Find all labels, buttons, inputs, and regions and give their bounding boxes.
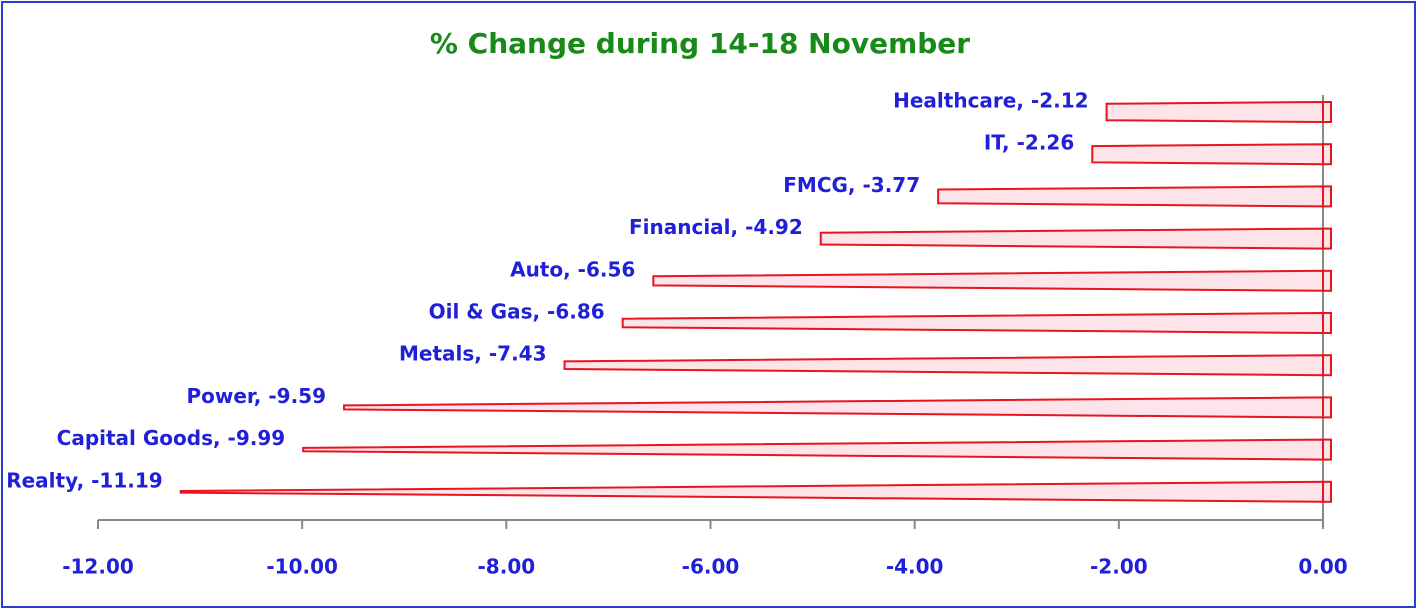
x-tick-label: -4.00 xyxy=(886,555,944,579)
bar: Healthcare xyxy=(1105,100,1324,124)
bar-cap xyxy=(1322,227,1332,250)
data-label: Financial, -4.92 xyxy=(629,215,803,239)
chart-title: % Change during 14-18 November xyxy=(430,27,970,60)
bar: Financial xyxy=(819,227,1324,250)
bar-cap xyxy=(1322,101,1332,123)
x-tick-label: -10.00 xyxy=(266,555,338,579)
data-label: Oil & Gas, -6.86 xyxy=(429,300,605,324)
bar-cap xyxy=(1322,396,1332,419)
x-tick-label: -2.00 xyxy=(1090,555,1148,579)
x-tick-label: 0.00 xyxy=(1298,555,1347,579)
data-label: IT, -2.26 xyxy=(984,131,1074,155)
data-label: Power, -9.59 xyxy=(186,384,326,408)
x-tick-label: -12.00 xyxy=(62,555,134,579)
data-label: Metals, -7.43 xyxy=(399,342,547,366)
bar-cap xyxy=(1322,185,1332,208)
bar-cap xyxy=(1322,312,1332,334)
bar: FMCG xyxy=(937,185,1324,208)
x-tick-label: -6.00 xyxy=(682,555,740,579)
data-label: Auto, -6.56 xyxy=(510,257,635,281)
data-label: FMCG, -3.77 xyxy=(783,173,920,197)
bar-cap xyxy=(1322,269,1332,292)
x-tick-label: -8.00 xyxy=(478,555,536,579)
bar-cap xyxy=(1322,143,1332,166)
bar-cap xyxy=(1322,480,1332,503)
bar-cap xyxy=(1322,438,1332,461)
data-label: Capital Goods, -9.99 xyxy=(57,426,286,450)
bar: IT xyxy=(1091,143,1324,166)
bar-cap xyxy=(1322,354,1332,377)
data-label: Healthcare, -2.12 xyxy=(893,89,1088,113)
data-label: Realty, -11.19 xyxy=(6,468,162,492)
